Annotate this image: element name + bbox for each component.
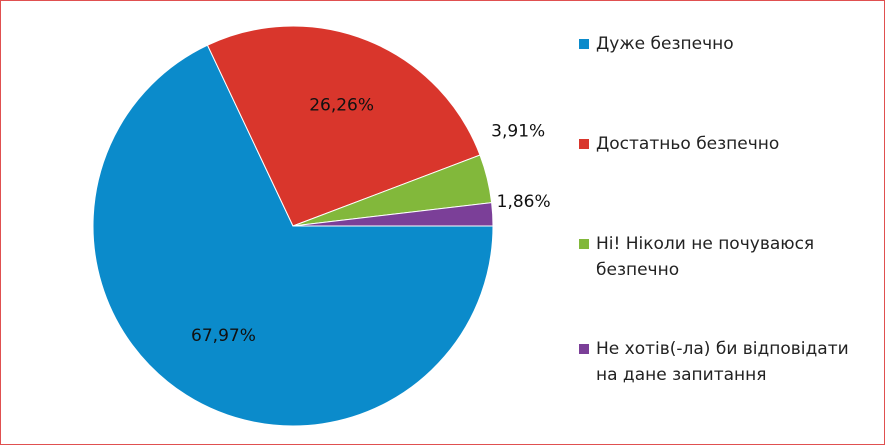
legend-item: Ні! Ніколи не почуваюся безпечно <box>579 231 869 283</box>
legend-label: Ні! Ніколи не почуваюся безпечно <box>596 234 815 280</box>
pie-slice <box>92 44 494 427</box>
pie-slice <box>206 25 481 227</box>
legend-item: Достатньо безпечно <box>579 131 869 157</box>
legend-item: Не хотів(-ла) би відповідати на дане зап… <box>579 336 869 388</box>
legend-item: Дуже безпечно <box>579 31 869 57</box>
pie-slice <box>292 202 494 227</box>
legend-label: Не хотів(-ла) би відповідати на дане зап… <box>596 339 849 385</box>
data-label: 1,86% <box>497 192 551 212</box>
legend-swatch <box>579 344 589 354</box>
legend-swatch <box>579 239 589 249</box>
data-label: 26,26% <box>309 95 374 115</box>
data-label: 3,91% <box>491 122 545 142</box>
legend-label: Достатньо безпечно <box>596 134 780 154</box>
legend-swatch <box>579 139 589 149</box>
data-label: 67,97% <box>191 326 256 346</box>
legend-label: Дуже безпечно <box>596 34 734 54</box>
legend-swatch <box>579 39 589 49</box>
